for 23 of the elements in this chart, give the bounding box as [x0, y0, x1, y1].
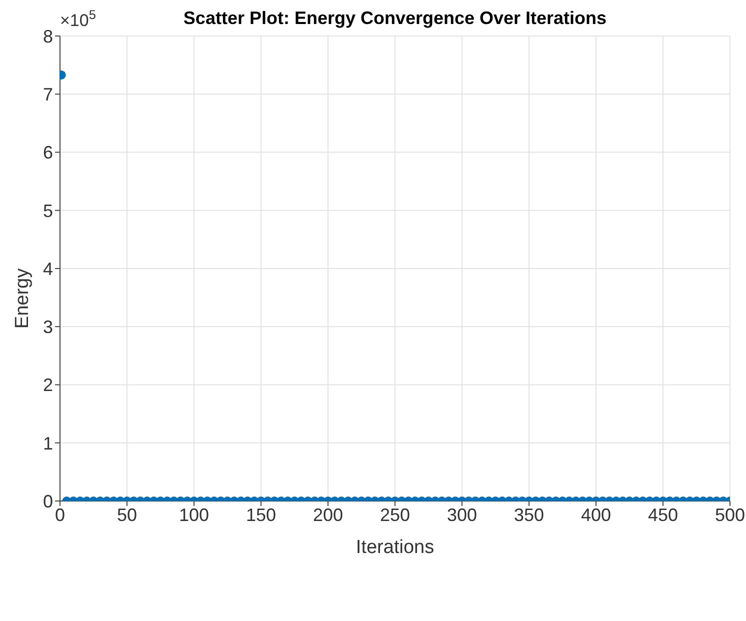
x-tick-label: 200 [312, 504, 344, 525]
x-tick-label: 400 [580, 504, 612, 525]
x-tick-label: 250 [380, 504, 410, 525]
x-tick-label: 350 [514, 504, 544, 525]
y-tick-label: 3 [42, 317, 53, 338]
y-tick-label: 8 [42, 26, 53, 46]
x-tick-label: 300 [446, 504, 478, 525]
y-tick-label: 1 [42, 433, 53, 454]
x-tick-label: 450 [648, 504, 678, 525]
y-tick-label: 0 [42, 491, 53, 512]
y-tick-label: 6 [42, 142, 53, 163]
x-axis-title: Iterations [356, 537, 434, 558]
y-tick-label: 5 [42, 200, 53, 221]
y-tick-label: 2 [42, 375, 53, 396]
y-axis-title: Energy [12, 268, 33, 329]
chart-title: Scatter Plot: Energy Convergence Over Iterations [183, 8, 607, 28]
x-tick-label: 500 [714, 504, 746, 525]
text: ×10$^{5}$ [60, 6, 96, 30]
y-tick-label: 4 [42, 258, 53, 279]
y-tick-label: 7 [42, 84, 53, 105]
x-tick-label: 150 [246, 504, 276, 525]
x-tick-label: 50 [116, 504, 138, 525]
x-tick-label: 100 [178, 504, 210, 525]
